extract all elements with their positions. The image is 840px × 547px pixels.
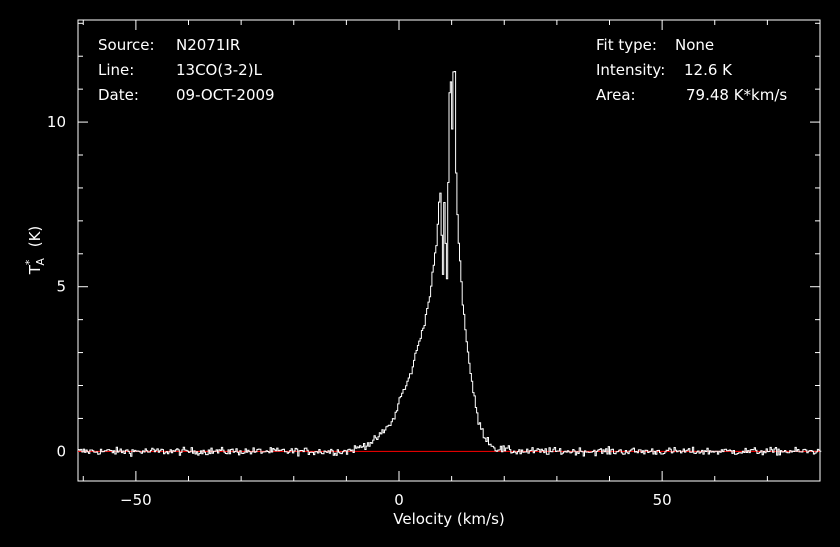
axis-ticks bbox=[78, 20, 821, 481]
y-tick-label: 0 bbox=[56, 442, 66, 460]
source-value: N2071IR bbox=[176, 36, 240, 54]
intensity-label: Intensity: bbox=[596, 61, 665, 79]
intensity-value: 12.6 K bbox=[684, 61, 733, 79]
axis-tick-labels: −50 0 50 0 5 10 bbox=[47, 113, 672, 509]
x-tick-label: 50 bbox=[653, 491, 672, 509]
area-value: 79.48 K*km/s bbox=[686, 86, 787, 104]
x-tick-label: 0 bbox=[394, 491, 404, 509]
y-axis-label: T*A (K) bbox=[23, 226, 47, 276]
source-label: Source: bbox=[98, 36, 155, 54]
fit-type-value: None bbox=[675, 36, 714, 54]
line-value: 13CO(3-2)L bbox=[176, 61, 263, 79]
line-label: Line: bbox=[98, 61, 134, 79]
y-label-sup: * bbox=[23, 259, 36, 265]
svg-text:T*A (K): T*A (K) bbox=[23, 226, 47, 276]
spectrum-line bbox=[78, 71, 822, 457]
x-tick-label: −50 bbox=[120, 491, 152, 509]
fit-type-label: Fit type: bbox=[596, 36, 657, 54]
x-axis-label: Velocity (km/s) bbox=[393, 510, 504, 528]
plot-frame bbox=[77, 19, 821, 482]
y-label-sub: A bbox=[34, 258, 47, 266]
area-label: Area: bbox=[596, 86, 636, 104]
y-tick-label: 10 bbox=[47, 113, 66, 131]
date-value: 09-OCT-2009 bbox=[176, 86, 275, 104]
date-label: Date: bbox=[98, 86, 139, 104]
y-tick-label: 5 bbox=[56, 278, 66, 296]
